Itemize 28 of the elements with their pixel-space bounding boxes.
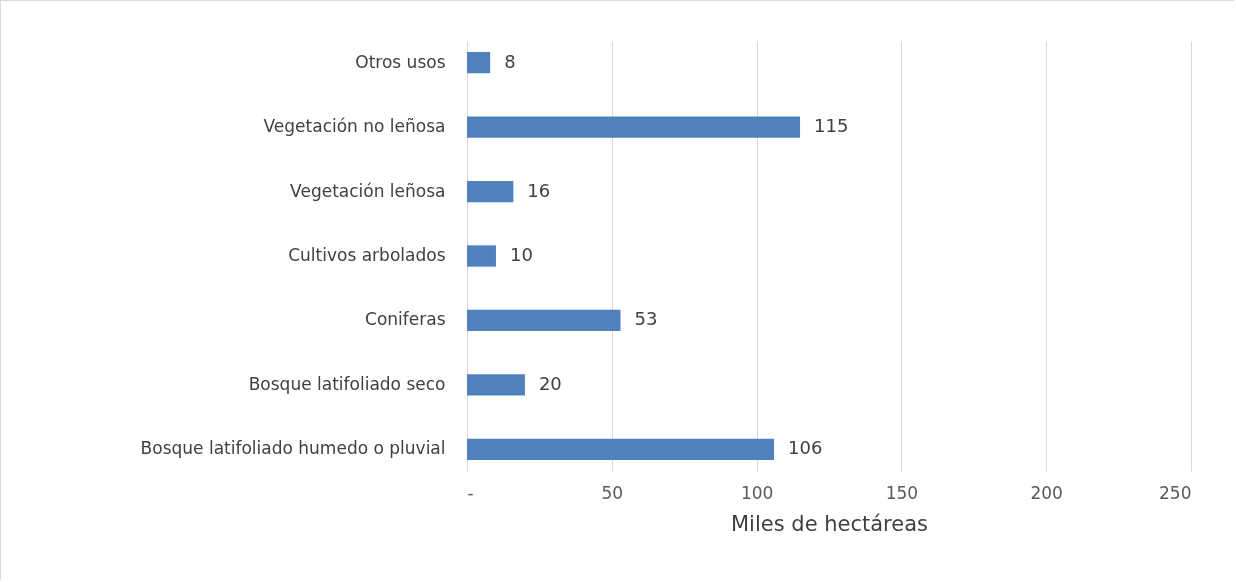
y-tick-label: Vegetación no leñosa [263, 116, 446, 137]
x-tick-label: 150 [885, 482, 919, 503]
bar [467, 245, 496, 267]
data-label: 8 [504, 50, 516, 72]
x-tick-label: - [467, 482, 474, 503]
y-tick-label: Otros usos [355, 51, 446, 72]
x-axis-title: Miles de hectáreas [730, 511, 929, 536]
bar [467, 374, 525, 396]
y-tick-label: Coniferas [365, 309, 446, 330]
bar [467, 180, 514, 203]
y-tick-label: Bosque latifoliado humedo o pluvial [140, 438, 446, 459]
bar [467, 309, 621, 332]
x-tick-label: 250 [1159, 482, 1192, 503]
data-label: 53 [634, 308, 658, 330]
y-tick-label: Cultivos arbolados [288, 245, 446, 265]
data-label: 16 [527, 179, 551, 201]
y-tick-label: Vegetación leñosa [290, 180, 446, 201]
data-label: 20 [538, 372, 562, 394]
data-label: 10 [509, 244, 533, 265]
x-tick-label: 100 [740, 482, 774, 503]
bar [467, 438, 774, 461]
data-label: 106 [787, 437, 823, 459]
x-tick-label: 200 [1030, 482, 1063, 503]
y-tick-label: Bosque latifoliado seco [248, 373, 446, 394]
data-label: 115 [814, 115, 849, 137]
x-tick-label: 50 [601, 482, 624, 503]
bar [467, 51, 491, 74]
bar [467, 116, 801, 138]
